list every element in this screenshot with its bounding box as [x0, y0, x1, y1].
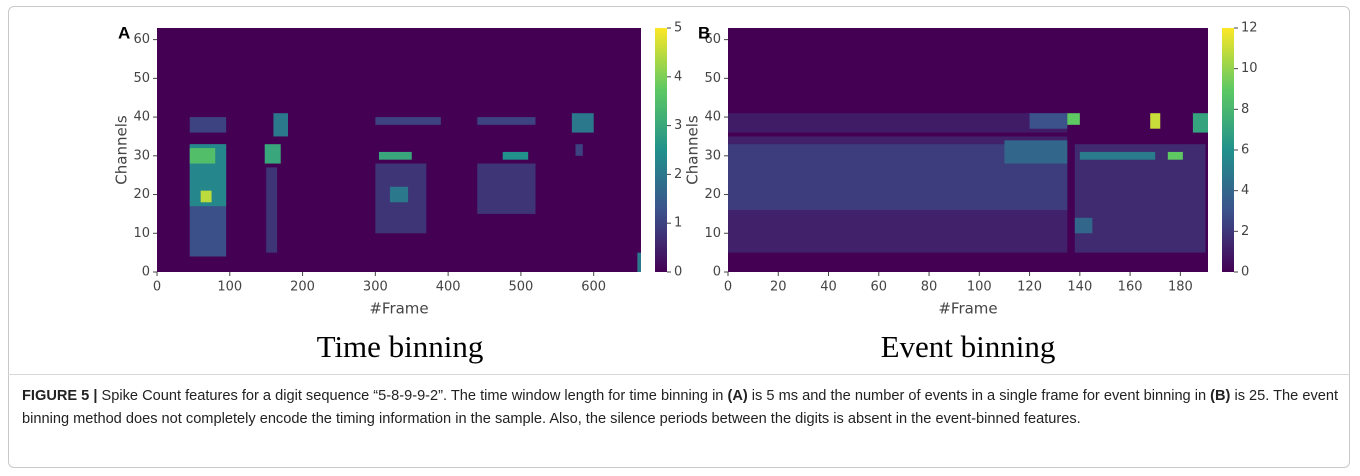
y-axis-label: Channels — [684, 115, 702, 185]
x-tick-label: 0 — [724, 280, 732, 295]
colorbar-tick-label: 3 — [674, 118, 682, 133]
heatmap-cell — [502, 151, 529, 160]
colorbar-tick-label: 6 — [1241, 143, 1249, 158]
heatmap-cell — [1192, 113, 1208, 133]
colorbar-tick-label: 4 — [674, 69, 682, 84]
colorbar-tick-label: 0 — [674, 265, 682, 280]
x-axis-label: #Frame — [938, 300, 997, 318]
heatmap-cell — [273, 113, 289, 137]
y-tick-label: 50 — [704, 71, 721, 86]
caption-segment: FIGURE 5 | — [22, 388, 98, 404]
heatmap-cell — [189, 117, 227, 133]
heatmap-cell — [189, 148, 216, 164]
x-tick-label: 180 — [1168, 280, 1193, 295]
x-tick-label: 500 — [508, 280, 533, 295]
heatmap-cell — [571, 113, 594, 133]
caption-segment: (A) — [727, 388, 748, 404]
heatmap-cell — [1150, 113, 1161, 129]
subtitle: Event binning — [881, 329, 1056, 364]
panel-label: A — [118, 23, 130, 42]
heatmap-cell — [389, 186, 409, 203]
y-tick-label: 40 — [704, 110, 721, 125]
y-axis-label: Channels — [113, 115, 131, 185]
y-tick-label: 0 — [713, 265, 721, 280]
x-tick-label: 60 — [871, 280, 888, 295]
heatmap-cell — [477, 117, 536, 125]
x-tick-label: 600 — [581, 280, 606, 295]
colorbar — [1222, 28, 1234, 272]
subtitle: Time binning — [317, 329, 484, 364]
heatmap-cell — [1167, 151, 1183, 160]
caption-segment: (B) — [1210, 388, 1231, 404]
y-tick-label: 20 — [704, 187, 721, 202]
panel-label: B — [698, 23, 710, 42]
y-tick-label: 60 — [704, 32, 721, 47]
x-tick-label: 400 — [436, 280, 461, 295]
figure: 0 100 200 300 400 500 6000102030405060#FrameCh… — [113, 21, 1258, 365]
x-tick-label: 120 — [1017, 280, 1042, 295]
heatmap-cell — [575, 144, 583, 156]
colorbar-tick-label: 12 — [1241, 21, 1258, 36]
heatmap-cell — [200, 190, 212, 203]
heatmap-cell — [375, 117, 441, 125]
heatmap-cell — [728, 113, 1068, 133]
x-tick-label: 0 — [153, 280, 161, 295]
x-tick-label: 300 — [363, 280, 388, 295]
heatmap-cell — [637, 252, 641, 272]
colorbar-tick-label: 10 — [1241, 61, 1258, 76]
y-tick-label: 30 — [704, 148, 721, 163]
y-tick-label: 60 — [133, 32, 150, 47]
heatmap-cell — [378, 151, 412, 160]
y-tick-label: 10 — [133, 226, 150, 241]
x-tick-label: 100 — [967, 280, 992, 295]
x-tick-label: 20 — [770, 280, 787, 295]
colorbar — [655, 28, 667, 272]
y-tick-label: 50 — [133, 71, 150, 86]
heatmap-background — [157, 28, 641, 272]
colorbar-tick-label: 0 — [1241, 265, 1249, 280]
y-tick-label: 40 — [133, 110, 150, 125]
y-tick-label: 20 — [133, 187, 150, 202]
colorbar-tick-label: 8 — [1241, 102, 1249, 117]
heatmap-cell — [1074, 144, 1206, 253]
colorbar-tick-label: 2 — [1241, 224, 1249, 239]
x-tick-label: 160 — [1118, 280, 1143, 295]
heatmap-cell — [1079, 151, 1156, 160]
x-tick-label: 100 — [217, 280, 242, 295]
y-tick-label: 30 — [133, 148, 150, 163]
caption: FIGURE 5 | Spike Count features for a di… — [22, 385, 1342, 431]
heatmap-cell — [1074, 217, 1093, 234]
x-tick-label: 40 — [820, 280, 837, 295]
heatmap-cell — [1029, 113, 1068, 129]
x-tick-label: 80 — [921, 280, 938, 295]
y-tick-label: 0 — [142, 265, 150, 280]
heatmap-cell — [1067, 113, 1080, 125]
x-axis-label: #Frame — [369, 300, 428, 318]
heatmap-cell — [264, 144, 281, 164]
caption-segment: is 25. The event binning method does not… — [22, 388, 1339, 427]
x-tick-label: 200 — [290, 280, 315, 295]
caption-rule — [8, 374, 1350, 375]
x-tick-label: 140 — [1067, 280, 1092, 295]
heatmap-cell — [266, 167, 278, 253]
colorbar-tick-label: 4 — [1241, 183, 1249, 198]
figure-frame — [8, 6, 1350, 468]
colorbar-tick-label: 1 — [674, 216, 682, 231]
colorbar-tick-label: 5 — [674, 21, 682, 36]
y-tick-label: 10 — [704, 226, 721, 241]
heatmap-cell — [477, 163, 536, 214]
colorbar-tick-label: 2 — [674, 167, 682, 182]
caption-segment: Spike Count features for a digit sequenc… — [97, 388, 728, 404]
caption-segment: is 5 ms and the number of events in a si… — [747, 388, 1211, 404]
heatmap-cell — [1004, 140, 1068, 164]
